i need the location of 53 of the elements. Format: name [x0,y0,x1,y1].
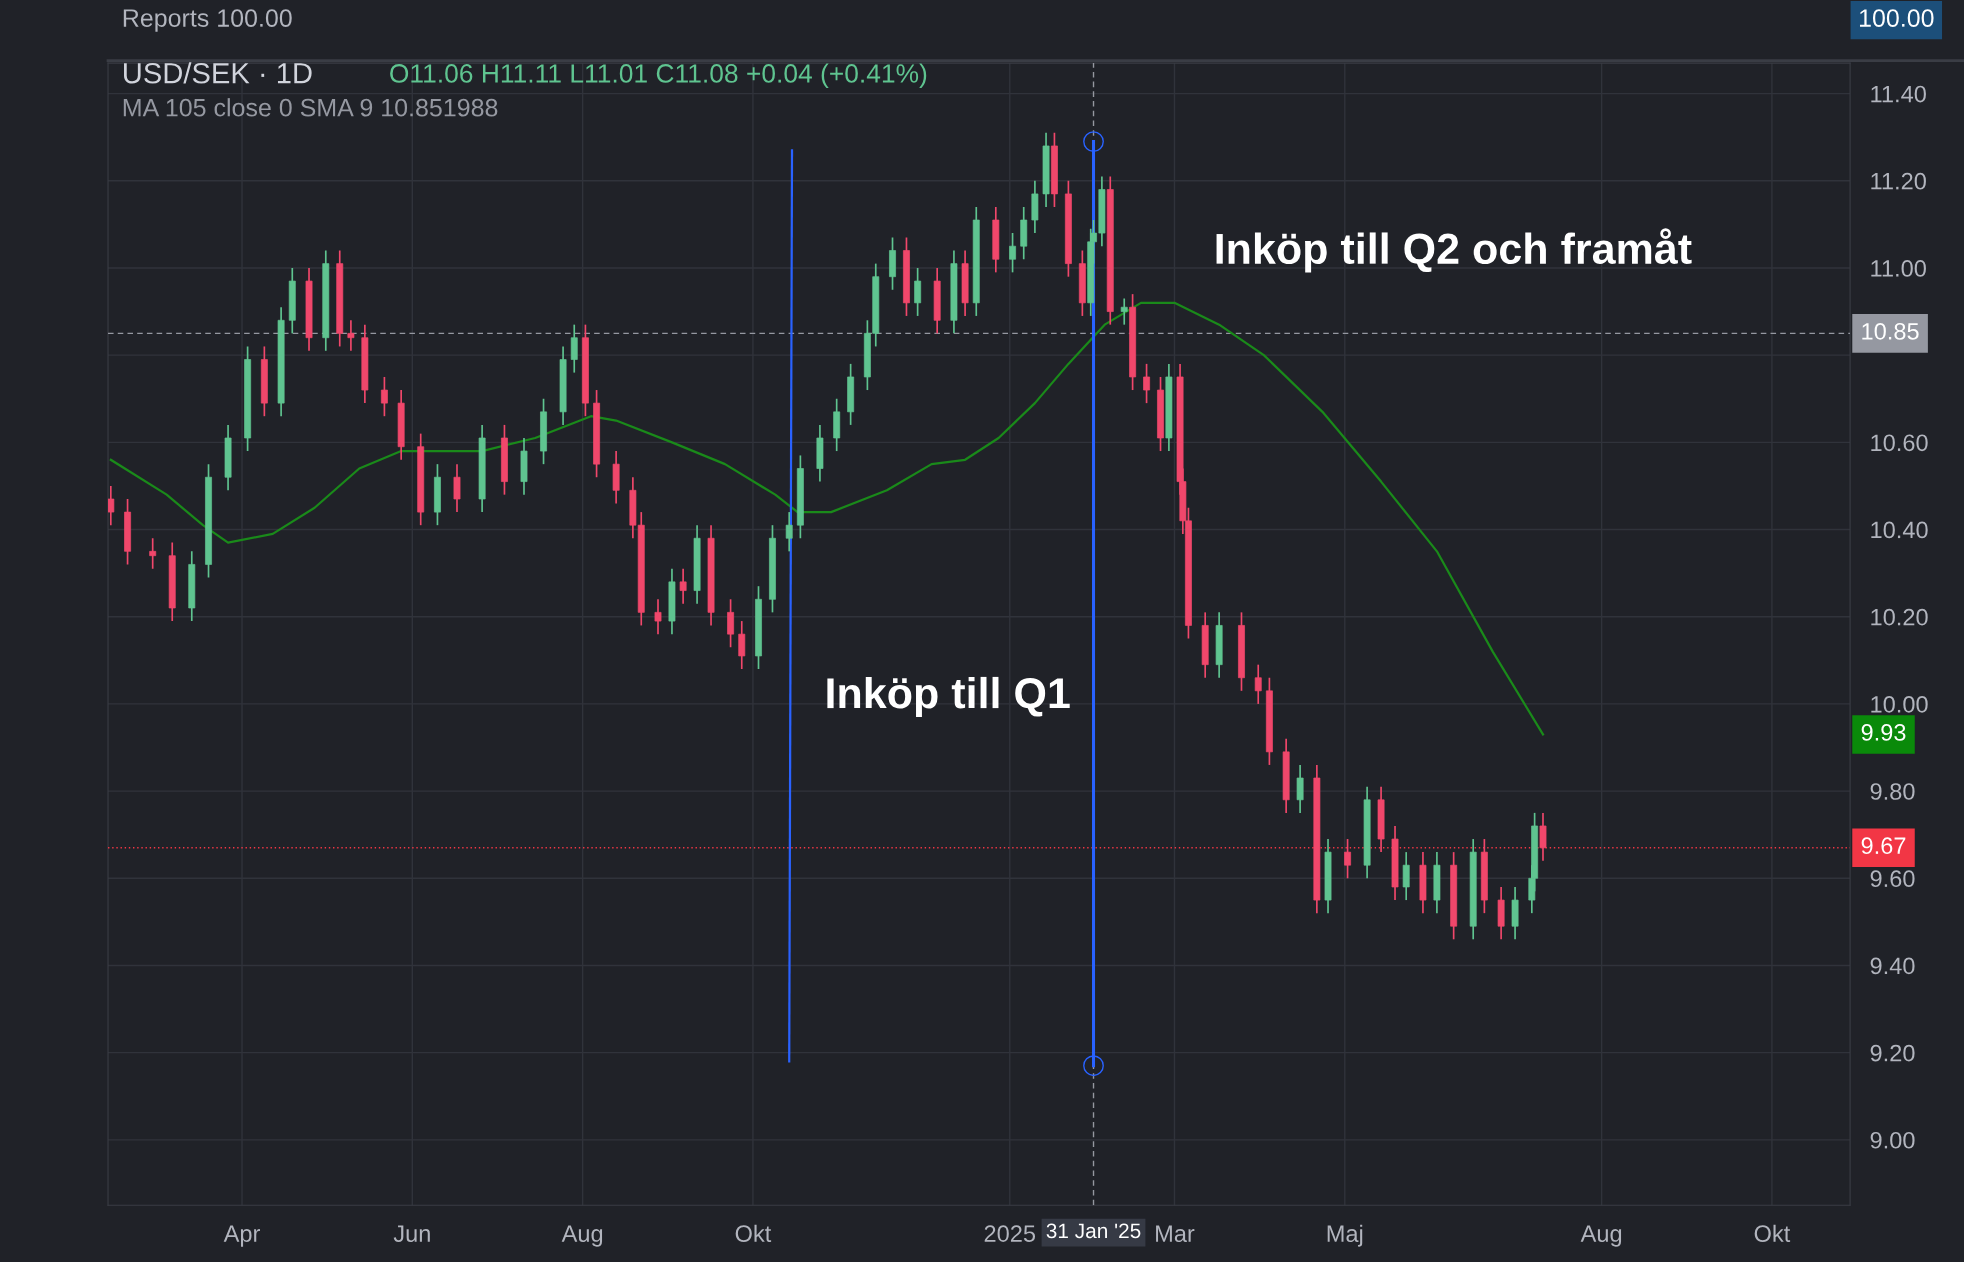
candlestick [570,323,578,374]
candlestick [727,598,735,649]
x-tick-label: Aug [1580,1225,1622,1247]
candlestick [1254,663,1262,705]
annotation: MA 105 close 0 SMA 9 10.851988 [123,98,498,117]
y-tick-label: 10.60 [1871,434,1928,452]
candlestick [679,567,687,605]
chart-title: USD/SEK · 1D [124,62,312,84]
annotation: Inköp till Q1 [827,676,1070,718]
annotation: Inköp till Q2 och framåt [1216,228,1692,273]
y-tick-label: 9.80 [1870,783,1915,800]
candlestick [1009,232,1016,274]
line-series [109,301,1545,736]
candlestick [380,376,388,418]
candlestick [1296,764,1304,814]
candlestick [1539,812,1547,862]
y-tick-label: 9.60 [1870,870,1915,888]
text: 9.93 [1861,724,1906,741]
y-tick-label: 11.40 [1871,85,1926,103]
y-tick-label: 10.00 [1871,695,1928,713]
y-tick-label: 9.20 [1870,1044,1915,1062]
chart-subtitle: O11.06 H11.11 L11.01 C11.08 +0.04 (+0.41%) [390,63,927,89]
candlestick [108,485,115,527]
x-tick-label: Maj [1327,1224,1363,1247]
candlestick [654,598,662,635]
y-tick-label: 10.40 [1871,521,1928,539]
x-tick-label: Okt [1754,1224,1791,1242]
text: 100.00 [1859,9,1934,27]
y-tick-label: 10.20 [1871,608,1928,626]
x-tick-label: 2025 [984,1225,1036,1242]
ref-line-label: 31 Jan '25 [1046,1223,1141,1239]
candlestick [1344,838,1351,880]
candlestick [738,620,746,670]
x-tick-label: Mar [1156,1225,1195,1242]
x-tick-label: Apr [223,1225,261,1247]
y-tick-label: 9.40 [1870,957,1915,975]
y-tick-label: 9.00 [1870,1131,1915,1149]
candlestick [914,267,922,317]
x-tick-label: Okt [735,1224,772,1242]
candlestick [1120,297,1128,326]
y-tick-label: 11.20 [1871,172,1926,190]
candlestick [1402,851,1410,901]
y-tick-label: 11.00 [1871,260,1926,277]
x-tick-label: Aug [561,1225,603,1247]
candlestick [347,319,355,352]
ref-line-label: 10.85 [1862,322,1919,340]
candlestick [453,463,461,513]
candlestick [1143,363,1150,404]
x-tick-label: Jun [393,1225,430,1242]
candlestick [149,537,157,570]
text: Reports 100.00 [123,9,292,32]
ref-line-label: 9.67 [1861,837,1906,855]
candlestick [785,511,793,553]
